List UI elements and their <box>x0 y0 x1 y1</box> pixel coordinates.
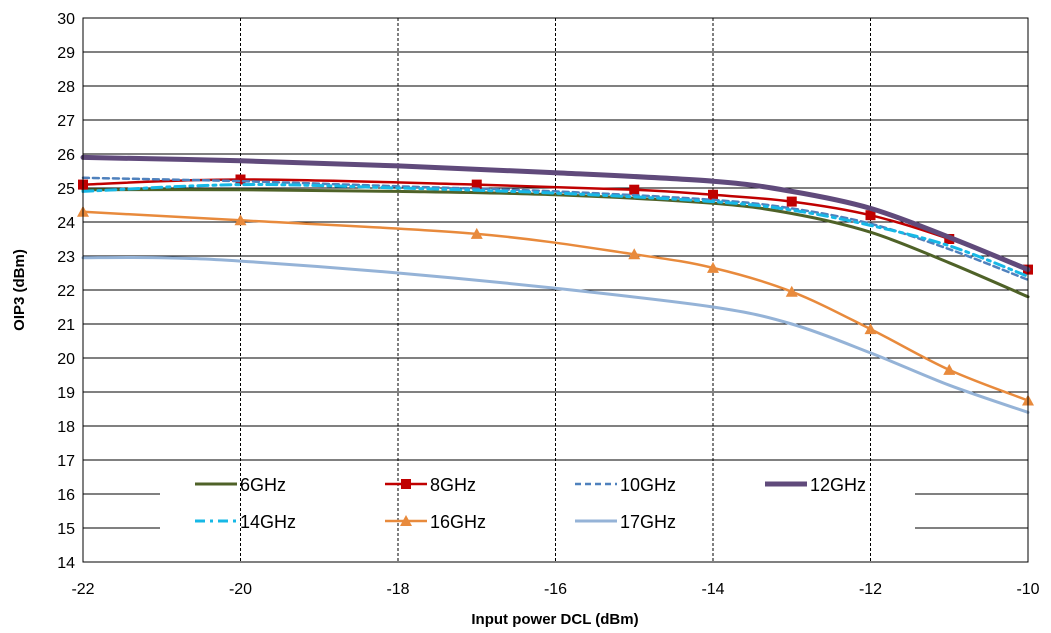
legend-label: 10GHz <box>620 475 676 495</box>
legend-label: 14GHz <box>240 512 296 532</box>
y-tick-label: 15 <box>57 521 75 538</box>
data-point-8GHz <box>471 179 482 190</box>
data-point-16GHz <box>234 214 247 226</box>
data-point-8GHz <box>708 189 718 200</box>
legend-marker <box>400 515 412 526</box>
data-point-8GHz <box>235 174 246 185</box>
series-line-16GHz <box>81 210 1030 402</box>
series-line-14GHz <box>81 183 1030 278</box>
series-line-12GHz <box>80 154 1031 273</box>
legend-label: 12GHz <box>810 475 866 495</box>
legend-item-8GHz: 8GHz <box>385 475 476 495</box>
y-tick-label: 30 <box>57 11 75 28</box>
y-tick-label: 25 <box>57 181 75 198</box>
legend-item-17GHz: 17GHz <box>575 512 676 532</box>
data-point-8GHz <box>786 196 797 207</box>
legend-marker <box>401 479 411 489</box>
series-line-17GHz <box>81 255 1030 414</box>
y-tick-label: 28 <box>57 79 75 96</box>
x-tick-label: -16 <box>544 581 567 598</box>
legend-label: 17GHz <box>620 512 676 532</box>
y-tick-label: 27 <box>57 113 75 130</box>
y-tick-label: 29 <box>57 45 75 62</box>
x-tick-label: -20 <box>229 581 252 598</box>
legend-item-14GHz: 14GHz <box>195 512 296 532</box>
data-point-16GHz <box>470 227 483 239</box>
data-point-16GHz <box>864 323 877 335</box>
data-point-16GHz <box>707 261 719 273</box>
x-tick-label: -14 <box>701 581 724 598</box>
data-point-16GHz <box>785 285 798 297</box>
grid <box>83 17 1028 563</box>
x-tick-label: -22 <box>71 581 94 598</box>
y-tick-label: 19 <box>57 385 75 402</box>
legend-label: 16GHz <box>430 512 486 532</box>
y-axis-title: OIP3 (dBm) <box>11 249 28 331</box>
x-tick-label: -10 <box>1016 581 1039 598</box>
y-tick-label: 21 <box>57 317 75 334</box>
x-tick-label: -18 <box>386 581 409 598</box>
plot-area-border <box>82 17 1029 563</box>
legend-item-6GHz: 6GHz <box>195 475 286 495</box>
legend-item-12GHz: 12GHz <box>765 475 866 495</box>
axes: 14 15 16 17 18 19 20 21 22 23 24 25 26 27 28 29 30 -22 -20… <box>57 11 1039 598</box>
legend-label: 6GHz <box>240 475 286 495</box>
y-tick-label: 23 <box>57 249 75 266</box>
data-point-16GHz <box>943 363 956 375</box>
data-point-16GHz <box>628 248 641 260</box>
y-tick-label: 14 <box>57 555 75 572</box>
data-point-8GHz <box>629 184 640 195</box>
y-tick-label: 20 <box>57 351 75 368</box>
x-axis-title: Input power DCL (dBm) <box>471 611 638 628</box>
data-point-8GHz <box>865 210 876 221</box>
legend-item-10GHz: 10GHz <box>575 475 676 495</box>
y-tick-label: 22 <box>57 283 75 300</box>
x-tick-label: -12 <box>859 581 882 598</box>
legend-item-16GHz: 16GHz <box>385 512 486 532</box>
series-line-8GHz <box>81 178 1030 271</box>
legend: 6GHz 8GHz 10GHz 12GHz 14GHz 16GHz 17GHz <box>195 475 866 532</box>
y-tick-label: 18 <box>57 419 75 436</box>
y-tick-label: 26 <box>57 147 75 164</box>
y-tick-label: 17 <box>57 453 75 470</box>
y-tick-label: 16 <box>57 487 75 504</box>
y-tick-label: 24 <box>57 215 75 232</box>
legend-label: 8GHz <box>430 475 476 495</box>
